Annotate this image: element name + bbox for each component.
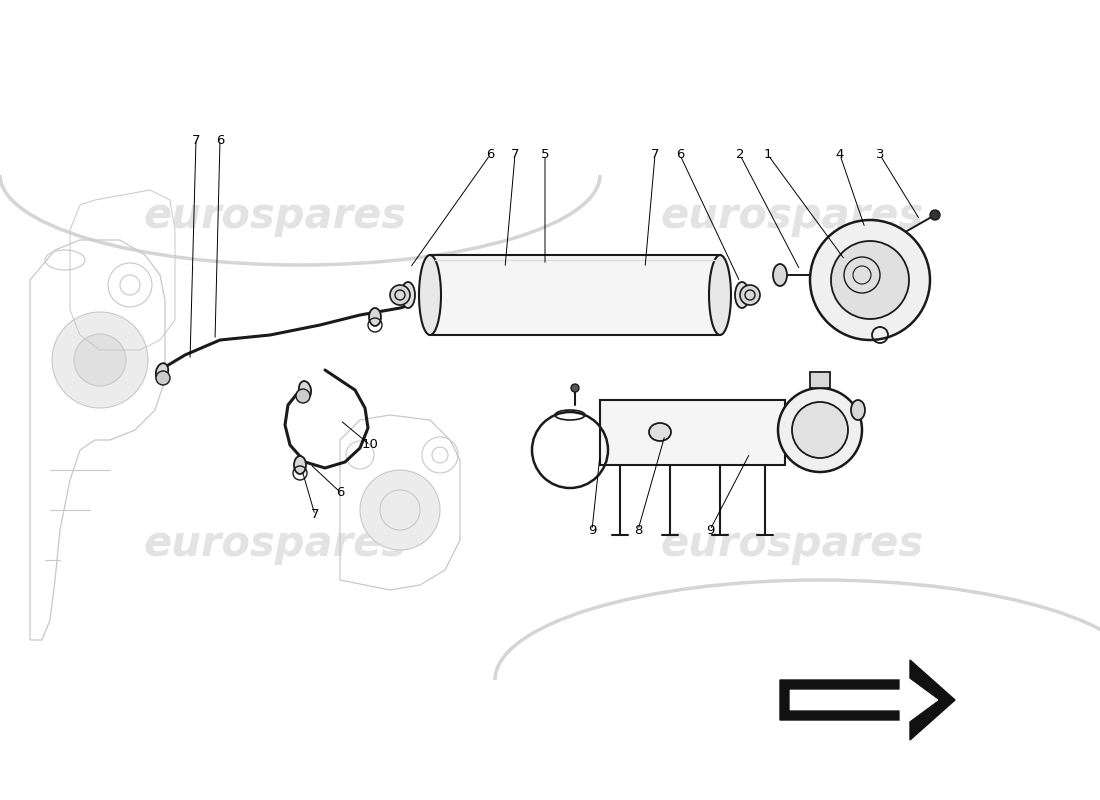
Ellipse shape: [735, 282, 749, 308]
Ellipse shape: [368, 308, 381, 326]
Ellipse shape: [773, 264, 786, 286]
Text: 7: 7: [310, 509, 319, 522]
Circle shape: [740, 285, 760, 305]
Circle shape: [830, 241, 909, 319]
Ellipse shape: [710, 255, 732, 335]
Circle shape: [792, 402, 848, 458]
Text: 6: 6: [216, 134, 224, 146]
Text: 9: 9: [706, 523, 714, 537]
Text: 6: 6: [336, 486, 344, 498]
Bar: [430, 255, 720, 335]
Bar: [600, 400, 785, 465]
Text: 4: 4: [836, 149, 844, 162]
Polygon shape: [780, 660, 955, 740]
Text: 1: 1: [763, 149, 772, 162]
Text: eurospares: eurospares: [660, 523, 924, 565]
Circle shape: [156, 371, 170, 385]
Text: 8: 8: [634, 523, 642, 537]
Circle shape: [810, 220, 930, 340]
Circle shape: [360, 470, 440, 550]
Circle shape: [778, 388, 862, 472]
Text: 6: 6: [486, 149, 494, 162]
Polygon shape: [790, 672, 938, 728]
Ellipse shape: [402, 282, 415, 308]
Text: 7: 7: [191, 134, 200, 146]
Text: 5: 5: [541, 149, 549, 162]
Text: 9: 9: [587, 523, 596, 537]
Text: eurospares: eurospares: [660, 195, 924, 237]
Text: eurospares: eurospares: [143, 523, 407, 565]
Circle shape: [930, 210, 940, 220]
Text: eurospares: eurospares: [143, 195, 407, 237]
Circle shape: [571, 384, 579, 392]
Ellipse shape: [299, 381, 311, 399]
Circle shape: [296, 389, 310, 403]
Ellipse shape: [294, 456, 306, 474]
Text: 3: 3: [876, 149, 884, 162]
Text: 7: 7: [651, 149, 659, 162]
Circle shape: [74, 334, 126, 386]
Text: 10: 10: [362, 438, 378, 451]
Circle shape: [390, 285, 410, 305]
Ellipse shape: [851, 400, 865, 420]
Text: 7: 7: [510, 149, 519, 162]
Ellipse shape: [156, 363, 168, 381]
Text: 2: 2: [736, 149, 745, 162]
Text: 6: 6: [675, 149, 684, 162]
Ellipse shape: [419, 255, 441, 335]
Ellipse shape: [649, 423, 671, 441]
Circle shape: [52, 312, 148, 408]
Bar: [810, 372, 830, 388]
